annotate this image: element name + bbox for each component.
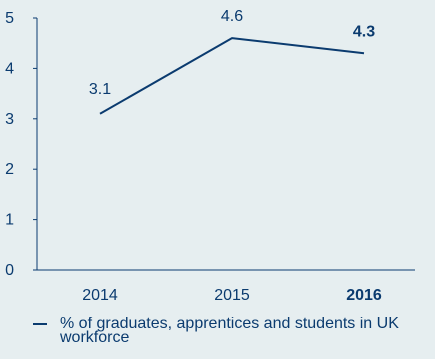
y-tick-label: 4 [5, 60, 14, 77]
y-tick-label: 0 [5, 262, 14, 279]
series-layer: 3.1 4.6 4.3 [89, 8, 375, 115]
y-tick-label: 3 [5, 111, 14, 128]
x-tick-label: 2015 [214, 287, 250, 304]
x-tick-label: 2014 [82, 287, 118, 304]
data-label: 4.6 [221, 8, 243, 25]
x-axis-labels: 2014 2015 2016 [82, 287, 382, 304]
data-label: 3.1 [89, 81, 111, 98]
legend: % of graduates, apprentices and students… [33, 317, 423, 359]
y-axis-ticks: 0 1 2 3 4 5 [5, 10, 37, 279]
data-label: 4.3 [353, 23, 375, 40]
legend-swatch [33, 323, 47, 325]
series-line [99, 37, 365, 115]
y-tick-label: 1 [5, 212, 14, 229]
x-tick-label: 2016 [346, 287, 382, 304]
legend-label: % of graduates, apprentices and students… [60, 317, 399, 346]
y-tick-label: 5 [5, 10, 14, 27]
y-tick-label: 2 [5, 161, 14, 178]
